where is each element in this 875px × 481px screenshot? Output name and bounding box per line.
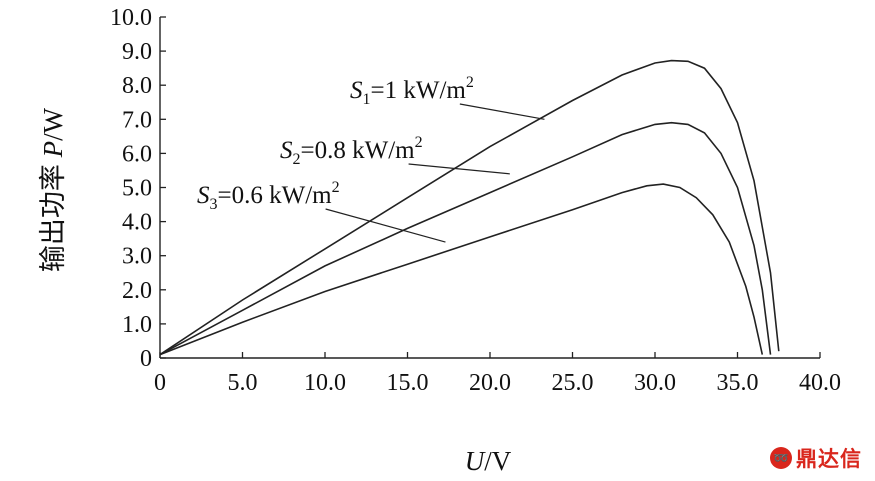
watermark-logo: ➿ 鼎达信 bbox=[770, 443, 862, 473]
series-label-3: S3=0.6 kW/m2 bbox=[197, 179, 340, 213]
series-line-1 bbox=[159, 59, 780, 356]
x-tick-label: 40.0 bbox=[799, 370, 841, 396]
y-tick-label: 1.0 bbox=[122, 312, 152, 338]
y-tick-label: 6.0 bbox=[122, 141, 152, 167]
y-tick-label: 0 bbox=[140, 346, 152, 372]
y-tick-label: 2.0 bbox=[122, 278, 152, 304]
x-tick-label: 5.0 bbox=[228, 370, 258, 396]
y-tick-label: 4.0 bbox=[122, 210, 152, 236]
series-line-2 bbox=[159, 121, 772, 356]
x-tick-label: 30.0 bbox=[634, 370, 676, 396]
x-tick-label: 10.0 bbox=[304, 370, 346, 396]
y-tick-label: 8.0 bbox=[122, 73, 152, 99]
y-tick-label: 5.0 bbox=[122, 176, 152, 202]
series-label-1: S1=1 kW/m2 bbox=[350, 74, 474, 108]
y-tick-label: 7.0 bbox=[122, 107, 152, 133]
y-tick-label: 9.0 bbox=[122, 39, 152, 65]
series-line-3 bbox=[159, 183, 764, 356]
leader-line-1 bbox=[459, 103, 545, 120]
logo-icon: ➿ bbox=[770, 447, 792, 469]
series-labels: S1=1 kW/m2 S2=0.8 kW/m2 S3=0.6 kW/m2 bbox=[197, 74, 545, 243]
x-tick-label: 25.0 bbox=[552, 370, 594, 396]
y-tick-label: 3.0 bbox=[122, 244, 152, 270]
series-lines bbox=[159, 59, 780, 356]
x-tick-label: 20.0 bbox=[469, 370, 511, 396]
x-axis-ticks: 0 5.0 10.0 15.0 20.0 25.0 30.0 35.0 40.0 bbox=[154, 352, 841, 396]
watermark-text: 鼎达信 bbox=[796, 447, 862, 471]
x-axis-title: U/V bbox=[465, 446, 512, 476]
x-tick-label: 35.0 bbox=[717, 370, 759, 396]
leader-line-3 bbox=[325, 208, 446, 243]
y-axis-ticks: 0 1.0 2.0 3.0 4.0 5.0 6.0 7.0 8.0 9.0 10.0 bbox=[110, 5, 166, 372]
leader-line-2 bbox=[408, 163, 510, 175]
y-tick-label: 10.0 bbox=[110, 5, 152, 31]
x-tick-label: 0 bbox=[154, 370, 166, 396]
x-tick-label: 15.0 bbox=[387, 370, 429, 396]
y-axis-title: 输出功率 P/W bbox=[38, 107, 68, 272]
series-label-2: S2=0.8 kW/m2 bbox=[280, 134, 423, 168]
